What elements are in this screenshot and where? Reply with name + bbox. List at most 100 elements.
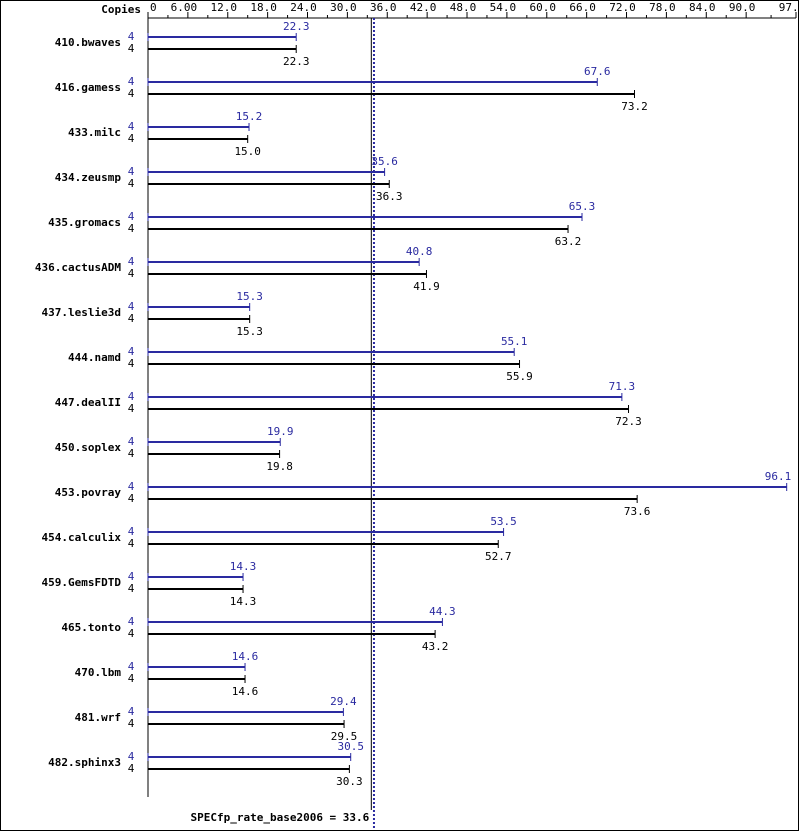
copies-label: 4 bbox=[128, 42, 135, 55]
copies-header: Copies bbox=[101, 3, 141, 16]
value-label: 71.3 bbox=[609, 380, 636, 393]
benchmark-label: 454.calculix bbox=[42, 531, 122, 544]
value-label: 22.3 bbox=[283, 20, 310, 33]
copies-label: 4 bbox=[128, 582, 135, 595]
copies-label: 4 bbox=[128, 255, 135, 268]
value-label: 14.6 bbox=[232, 685, 259, 698]
value-label: 44.3 bbox=[429, 605, 456, 618]
copies-label: 4 bbox=[128, 132, 135, 145]
copies-label: 4 bbox=[128, 345, 135, 358]
copies-label: 4 bbox=[128, 267, 135, 280]
copies-label: 4 bbox=[128, 615, 135, 628]
value-label: 40.8 bbox=[406, 245, 433, 258]
benchmark-label: 436.cactusADM bbox=[35, 261, 121, 274]
benchmark-label: 470.lbm bbox=[75, 666, 122, 679]
benchmark-label: 435.gromacs bbox=[48, 216, 121, 229]
value-label: 67.6 bbox=[584, 65, 611, 78]
x-tick-label: 0 bbox=[150, 1, 157, 14]
value-label: 14.3 bbox=[230, 560, 257, 573]
copies-label: 4 bbox=[128, 447, 135, 460]
benchmark-label: 450.soplex bbox=[55, 441, 122, 454]
benchmark-label: 453.povray bbox=[55, 486, 122, 499]
benchmark-label: 481.wrf bbox=[75, 711, 121, 724]
benchmark-label: 433.milc bbox=[68, 126, 121, 139]
value-label: 72.3 bbox=[615, 415, 642, 428]
copies-label: 4 bbox=[128, 627, 135, 640]
benchmark-label: 459.GemsFDTD bbox=[42, 576, 122, 589]
value-label: 53.5 bbox=[490, 515, 517, 528]
value-label: 19.9 bbox=[267, 425, 294, 438]
value-label: 15.2 bbox=[236, 110, 263, 123]
value-label: 96.1 bbox=[765, 470, 792, 483]
x-tick-label: 66.0 bbox=[569, 1, 596, 14]
x-tick-label: 60.0 bbox=[530, 1, 557, 14]
value-label: 55.1 bbox=[501, 335, 528, 348]
copies-label: 4 bbox=[128, 30, 135, 43]
benchmark-label: 434.zeusmp bbox=[55, 171, 122, 184]
value-label: 19.8 bbox=[266, 460, 293, 473]
copies-label: 4 bbox=[128, 177, 135, 190]
copies-label: 4 bbox=[128, 750, 135, 763]
copies-label: 4 bbox=[128, 312, 135, 325]
value-label: 73.2 bbox=[621, 100, 648, 113]
copies-label: 4 bbox=[128, 222, 135, 235]
x-tick-label: 48.0 bbox=[450, 1, 477, 14]
copies-label: 4 bbox=[128, 210, 135, 223]
x-tick-label: 6.00 bbox=[171, 1, 198, 14]
benchmark-label: 447.dealII bbox=[55, 396, 121, 409]
x-tick-label: 12.0 bbox=[211, 1, 238, 14]
copies-label: 4 bbox=[128, 87, 135, 100]
x-tick-label: 78.0 bbox=[649, 1, 676, 14]
value-label: 30.5 bbox=[337, 740, 364, 753]
benchmark-label: 444.namd bbox=[68, 351, 121, 364]
benchmark-label: 437.leslie3d bbox=[42, 306, 121, 319]
value-label: 63.2 bbox=[555, 235, 582, 248]
x-tick-label: 24.0 bbox=[290, 1, 317, 14]
benchmark-label: 465.tonto bbox=[61, 621, 121, 634]
value-label: 35.6 bbox=[371, 155, 398, 168]
value-label: 15.3 bbox=[236, 325, 263, 338]
benchmark-label: 416.gamess bbox=[55, 81, 121, 94]
x-tick-label: 18.0 bbox=[250, 1, 277, 14]
x-tick-label: 84.0 bbox=[689, 1, 716, 14]
value-label: 65.3 bbox=[569, 200, 596, 213]
x-tick-label: 30.0 bbox=[330, 1, 357, 14]
copies-label: 4 bbox=[128, 357, 135, 370]
value-label: 55.9 bbox=[506, 370, 533, 383]
copies-label: 4 bbox=[128, 402, 135, 415]
copies-label: 4 bbox=[128, 435, 135, 448]
value-label: 52.7 bbox=[485, 550, 512, 563]
value-label: 73.6 bbox=[624, 505, 651, 518]
value-label: 30.3 bbox=[336, 775, 363, 788]
copies-label: 4 bbox=[128, 480, 135, 493]
x-tick-label: 97.5 bbox=[779, 1, 799, 14]
copies-label: 4 bbox=[128, 672, 135, 685]
value-label: 43.2 bbox=[422, 640, 449, 653]
value-label: 29.5 bbox=[331, 730, 358, 743]
x-tick-label: 90.0 bbox=[729, 1, 756, 14]
copies-label: 4 bbox=[128, 525, 135, 538]
x-tick-label: 72.0 bbox=[609, 1, 636, 14]
reference-label: SPECfp_rate_base2006 = 33.6 bbox=[190, 811, 369, 824]
x-tick-label: 42.0 bbox=[410, 1, 437, 14]
copies-label: 4 bbox=[128, 537, 135, 550]
value-label: 15.0 bbox=[234, 145, 261, 158]
copies-label: 4 bbox=[128, 570, 135, 583]
copies-label: 4 bbox=[128, 300, 135, 313]
copies-label: 4 bbox=[128, 705, 135, 718]
value-label: 22.3 bbox=[283, 55, 310, 68]
copies-label: 4 bbox=[128, 390, 135, 403]
value-label: 41.9 bbox=[413, 280, 440, 293]
benchmark-label: 410.bwaves bbox=[55, 36, 121, 49]
value-label: 14.3 bbox=[230, 595, 257, 608]
value-label: 29.4 bbox=[330, 695, 357, 708]
copies-label: 4 bbox=[128, 492, 135, 505]
value-label: 15.3 bbox=[236, 290, 263, 303]
copies-label: 4 bbox=[128, 75, 135, 88]
copies-label: 4 bbox=[128, 717, 135, 730]
value-label: 14.6 bbox=[232, 650, 259, 663]
value-label: 36.3 bbox=[376, 190, 403, 203]
x-tick-label: 36.0 bbox=[370, 1, 397, 14]
copies-label: 4 bbox=[128, 660, 135, 673]
